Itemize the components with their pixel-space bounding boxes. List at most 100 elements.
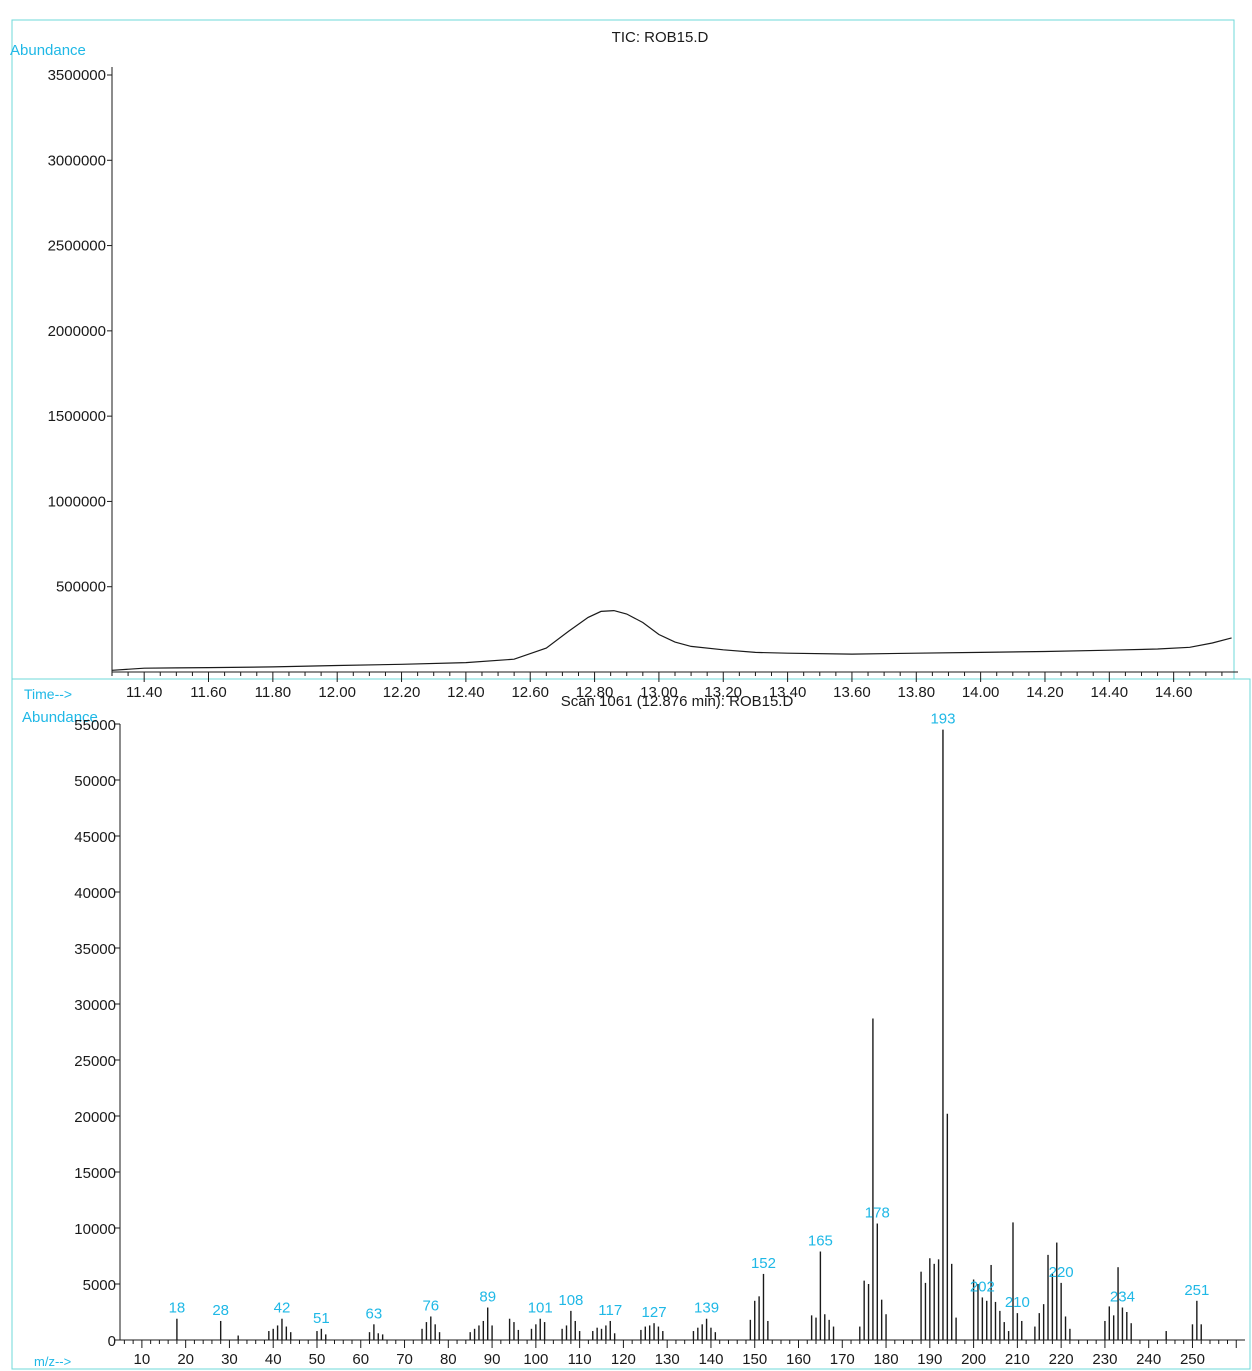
ms-x-tick-label: 50	[309, 1351, 326, 1368]
ms-x-tick-label: 20	[177, 1351, 194, 1368]
ms-y-tick-label: 20000	[74, 1109, 116, 1126]
ms-peak-labels: 18 28 42 51 63 76 89 101 108 117 127 139 152 165 178 19…	[169, 711, 1210, 1327]
ms-x-tick-label: 160	[786, 1351, 811, 1368]
tic-chart-title: TIC: ROB15.D	[612, 29, 709, 46]
ms-peak-label: 210	[1005, 1294, 1030, 1311]
ms-x-tick-label: 150	[742, 1351, 767, 1368]
ms-y-axis-label: Abundance	[22, 709, 98, 726]
ms-x-tick-label: 40	[265, 1351, 282, 1368]
ms-x-ticks: 10 20 30 40 50 60 70 80 90 100 110 120 130 140 150 160 1…	[123, 1340, 1237, 1368]
ms-y-tick-label: 55000	[74, 717, 116, 734]
tic-x-tick-label: 12.80	[576, 684, 614, 701]
ms-x-tick-label: 70	[396, 1351, 413, 1368]
ms-peak-label: 178	[865, 1205, 890, 1222]
ms-y-ticks: 0 5000 10000 15000 20000 25000 30000 35000 40000…	[74, 717, 120, 1350]
ms-peak-label: 127	[642, 1304, 667, 1321]
ms-x-tick-label: 110	[568, 1351, 592, 1368]
tic-y-ticks: 500000 1000000 1500000 2000000 2500000 300000…	[48, 67, 112, 596]
ms-peak-label: 89	[479, 1289, 496, 1306]
ms-y-tick-label: 50000	[74, 773, 116, 790]
ms-peak-bars	[176, 729, 1202, 1340]
ms-x-tick-label: 140	[698, 1351, 723, 1368]
ms-y-tick-label: 10000	[74, 1221, 116, 1238]
ms-x-tick-label: 60	[352, 1351, 369, 1368]
ms-x-tick-label: 210	[1005, 1351, 1030, 1368]
ms-peak-label: 76	[422, 1297, 439, 1314]
tic-y-axis-label: Abundance	[10, 42, 86, 59]
tic-x-tick-label: 14.60	[1155, 684, 1193, 701]
ms-y-tick-label: 15000	[74, 1165, 116, 1182]
tic-x-tick-label: 14.40	[1091, 684, 1129, 701]
ms-x-tick-label: 170	[830, 1351, 855, 1368]
ms-x-tick-label: 190	[917, 1351, 942, 1368]
tic-y-tick-label: 3500000	[48, 67, 106, 84]
ms-x-tick-label: 120	[611, 1351, 636, 1368]
ms-peak-label: 165	[808, 1233, 833, 1250]
ms-x-tick-label: 240	[1136, 1351, 1161, 1368]
tic-y-tick-label: 2000000	[48, 323, 106, 340]
mass-spectrum-panel-frame	[11, 678, 1251, 1370]
ms-peak-label: 42	[274, 1300, 291, 1317]
tic-x-tick-label: 13.80	[898, 684, 936, 701]
ms-x-axis-label: m/z-->	[34, 1354, 71, 1369]
ms-y-tick-label: 35000	[74, 941, 116, 958]
ms-x-tick-label: 220	[1049, 1351, 1074, 1368]
tic-y-tick-label: 2500000	[48, 238, 106, 255]
ms-x-tick-label: 130	[655, 1351, 680, 1368]
tic-x-axis-label: Time-->	[24, 686, 72, 702]
tic-x-tick-label: 12.20	[383, 684, 421, 701]
tic-x-tick-label: 14.20	[1026, 684, 1064, 701]
tic-x-tick-label: 12.60	[511, 684, 549, 701]
ms-peak-label: 220	[1049, 1264, 1074, 1281]
tic-trace-line	[111, 609, 1232, 671]
ms-peak-label: 108	[558, 1292, 583, 1309]
tic-x-tick-label: 13.40	[769, 684, 807, 701]
ms-x-tick-label: 90	[484, 1351, 501, 1368]
ms-y-tick-label: 30000	[74, 997, 116, 1014]
tic-y-tick-label: 500000	[56, 579, 106, 596]
ms-peak-label: 117	[598, 1302, 622, 1319]
ms-x-tick-label: 200	[961, 1351, 986, 1368]
ms-x-tick-label: 30	[221, 1351, 238, 1368]
ms-peak-label: 251	[1184, 1282, 1209, 1299]
ms-y-tick-label: 0	[108, 1333, 116, 1350]
ms-peak-label: 139	[694, 1300, 719, 1317]
ms-y-tick-label: 5000	[83, 1277, 116, 1294]
ms-peak-label: 234	[1110, 1289, 1135, 1306]
ms-peak-label: 202	[970, 1278, 995, 1295]
tic-x-tick-label: 13.00	[640, 684, 678, 701]
tic-y-tick-label: 1500000	[48, 408, 106, 425]
ms-y-tick-label: 40000	[74, 885, 116, 902]
tic-panel-frame	[11, 19, 1235, 680]
mass-spectrum-title: Scan 1061 (12.876 min): ROB15.D	[561, 693, 794, 710]
tic-x-tick-label: 12.00	[318, 684, 356, 701]
tic-y-tick-label: 3000000	[48, 152, 106, 169]
tic-x-ticks: 11.40 11.60 11.80 12.00 12.20 12.40 12.60 12.80…	[111, 672, 1223, 701]
ms-peak-label: 63	[366, 1305, 383, 1322]
tic-y-tick-label: 1000000	[48, 493, 106, 510]
ms-x-tick-label: 250	[1180, 1351, 1205, 1368]
ms-peak-label: 18	[169, 1300, 186, 1317]
tic-x-tick-label: 12.40	[447, 684, 485, 701]
ms-y-tick-label: 45000	[74, 829, 116, 846]
tic-x-tick-label: 14.00	[962, 684, 1000, 701]
mass-spectrum-chart: Scan 1061 (12.876 min): ROB15.D Abundanc…	[22, 693, 1245, 1369]
ms-peak-label: 152	[751, 1255, 776, 1272]
tic-x-tick-label: 13.20	[704, 684, 742, 701]
ms-x-tick-label: 180	[874, 1351, 899, 1368]
tic-x-tick-label: 13.60	[833, 684, 871, 701]
ms-x-tick-label: 230	[1092, 1351, 1117, 1368]
tic-x-tick-label: 11.40	[126, 684, 162, 701]
ms-x-tick-label: 80	[440, 1351, 457, 1368]
ms-peak-label: 51	[313, 1310, 330, 1327]
ms-y-tick-label: 25000	[74, 1053, 116, 1070]
ms-x-tick-label: 10	[134, 1351, 151, 1368]
tic-chart: TIC: ROB15.D Abundance Time--> 500000 100…	[10, 29, 1238, 702]
tic-x-tick-label: 11.80	[255, 684, 291, 701]
ms-peak-label: 28	[212, 1302, 229, 1319]
ms-x-tick-label: 100	[523, 1351, 548, 1368]
ms-peak-label: 193	[930, 711, 955, 728]
ms-peak-label: 101	[528, 1300, 553, 1317]
